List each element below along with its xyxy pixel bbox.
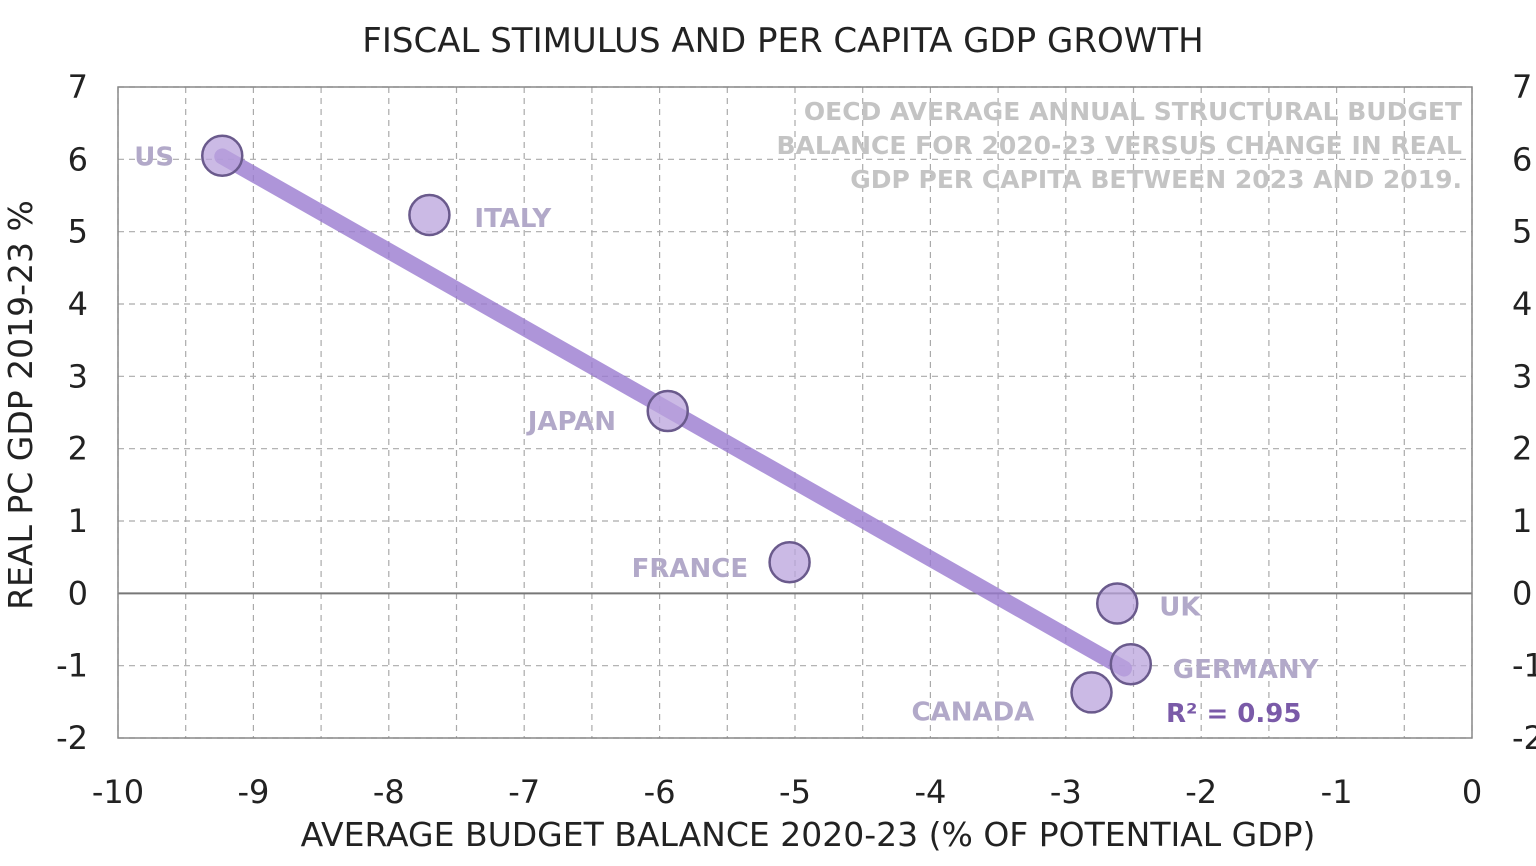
y-tick-label-right: 0 [1512, 574, 1532, 612]
y-tick-label-right: 6 [1512, 140, 1532, 178]
point-japan [646, 389, 689, 433]
annotation-line: BALANCE FOR 2020-23 VERSUS CHANGE IN REA… [776, 131, 1462, 160]
y-tick-label: -1 [56, 647, 88, 685]
x-tick-label: -5 [779, 773, 811, 811]
x-tick-label: -2 [1185, 773, 1217, 811]
x-tick-label: 0 [1462, 773, 1482, 811]
annotation: OECD AVERAGE ANNUAL STRUCTURAL BUDGET BAL… [776, 97, 1462, 194]
annotation-line: GDP PER CAPITA BETWEEN 2023 AND 2019. [850, 165, 1462, 194]
point-label: GERMANY [1173, 655, 1320, 685]
point-label: UK [1159, 592, 1201, 622]
point-france [768, 540, 811, 584]
point-label: ITALY [474, 204, 552, 234]
y-tick-label: 6 [68, 140, 88, 178]
annotation-line: OECD AVERAGE ANNUAL STRUCTURAL BUDGET [804, 97, 1462, 126]
r-squared-label: R² = 0.95 [1166, 699, 1301, 729]
x-tick-label: -3 [1050, 773, 1082, 811]
y-tick-label: 3 [68, 357, 88, 395]
y-tick-label: 7 [68, 68, 88, 106]
y-tick-label-right: 2 [1512, 430, 1532, 468]
y-tick-label: 2 [68, 430, 88, 468]
plot-frame [117, 86, 1473, 739]
x-tick-label: -1 [1321, 773, 1353, 811]
y-tick-label-right: 3 [1512, 357, 1532, 395]
y-axis-label: REAL PC GDP 2019-23 % [1, 200, 40, 610]
x-tick-label: -7 [508, 773, 540, 811]
y-tick-label-right: -2 [1512, 719, 1536, 757]
point-label: FRANCE [632, 554, 749, 584]
x-axis-label: AVERAGE BUDGET BALANCE 2020-23 (% OF POT… [301, 815, 1316, 854]
y-tick-label-right: 5 [1512, 213, 1532, 251]
axes: -2 -2-1 -10 01 12 23 34 45 56 67 7-10 -9 -8 -7 -6 -5 -4-… [56, 68, 1536, 811]
x-tick-label: -10 [92, 773, 144, 811]
point-label: US [134, 143, 174, 173]
x-tick-label: -6 [644, 773, 676, 811]
x-tick-label: -4 [914, 773, 946, 811]
y-tick-label-right: -1 [1512, 647, 1536, 685]
y-tick-label: 1 [68, 502, 88, 540]
y-tick-label-right: 7 [1512, 68, 1532, 106]
y-tick-label: 5 [68, 213, 88, 251]
point-label: CANADA [912, 697, 1035, 727]
point-uk [1096, 582, 1139, 625]
point-label: JAPAN [526, 407, 616, 437]
x-tick-label: -9 [237, 773, 269, 811]
points: US ITALY JAPAN FRANCE UK GERMANY CANADA [134, 134, 1320, 727]
chart-title: FISCAL STIMULUS AND PER CAPITA GDP GROWT… [362, 21, 1203, 61]
point-canada [1070, 671, 1113, 714]
point-us [201, 134, 244, 177]
y-tick-label: 0 [68, 574, 88, 612]
point-germany [1109, 642, 1153, 686]
y-tick-label: 4 [68, 285, 88, 323]
point-italy [408, 193, 451, 237]
y-tick-label: -2 [56, 719, 88, 757]
y-tick-label-right: 4 [1512, 285, 1532, 323]
y-tick-label-right: 1 [1512, 502, 1532, 540]
x-tick-label: -8 [373, 773, 405, 811]
